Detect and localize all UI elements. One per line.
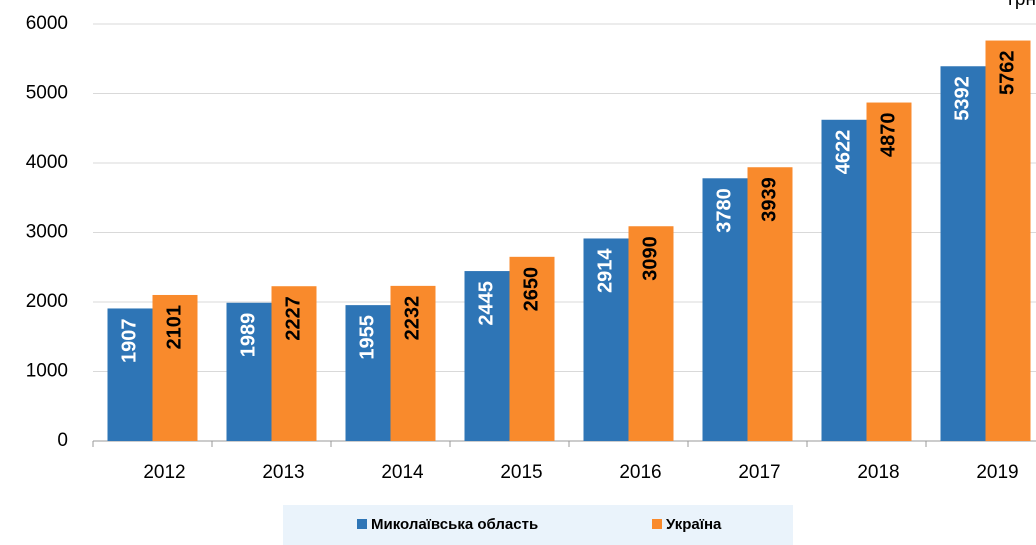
y-tick-label: 3000 — [26, 222, 68, 243]
legend-swatch — [652, 519, 662, 529]
bar — [940, 66, 986, 442]
bar — [345, 305, 391, 441]
data-label: 1907 — [118, 318, 140, 363]
data-label: 4622 — [832, 130, 854, 175]
data-label: 4870 — [877, 113, 899, 158]
x-tick-label: 2015 — [500, 462, 542, 483]
bar — [107, 308, 153, 441]
data-label: 3780 — [713, 188, 735, 233]
x-tick-label: 2012 — [143, 462, 185, 483]
data-label: 2227 — [282, 296, 304, 341]
bar — [747, 167, 793, 441]
bar — [464, 271, 510, 441]
data-label: 2445 — [475, 281, 497, 326]
bar — [821, 119, 867, 442]
bar — [226, 302, 272, 441]
bar — [509, 256, 555, 441]
bar — [866, 102, 912, 441]
y-tick-label: 0 — [57, 430, 68, 451]
bar — [985, 40, 1031, 441]
bar — [390, 285, 436, 441]
data-label: 3939 — [758, 177, 780, 222]
data-label: 2101 — [163, 305, 185, 350]
y-tick-label: 5000 — [26, 83, 68, 104]
y-tick-label: 2000 — [26, 291, 68, 312]
y-tick-label: 4000 — [26, 152, 68, 173]
x-tick-label: 2013 — [262, 462, 304, 483]
bar — [628, 226, 674, 441]
legend-box — [283, 505, 793, 545]
data-label: 1989 — [237, 313, 259, 358]
bar — [152, 294, 198, 441]
y-tick-label: 1000 — [26, 361, 68, 382]
data-label: 1955 — [356, 315, 378, 360]
unit-label: грн — [1008, 0, 1036, 10]
data-label: 5762 — [996, 51, 1018, 96]
x-tick-label: 2014 — [381, 462, 424, 483]
x-tick-label: 2016 — [619, 462, 661, 483]
data-label: 2914 — [594, 248, 616, 293]
x-tick-label: 2017 — [738, 462, 780, 483]
legend-label: Україна — [666, 516, 722, 533]
x-tick-label: 2019 — [976, 462, 1018, 483]
data-label: 3090 — [639, 236, 661, 281]
data-label: 2232 — [401, 296, 423, 341]
y-tick-label: 6000 — [26, 13, 68, 34]
x-tick-label: 2018 — [857, 462, 899, 483]
legend-label: Миколаївська область — [371, 516, 538, 533]
bar — [583, 238, 629, 441]
data-label: 5392 — [951, 76, 973, 121]
data-label: 2650 — [520, 267, 542, 312]
bar — [702, 178, 748, 442]
bar — [271, 286, 317, 441]
legend-swatch — [357, 519, 367, 529]
